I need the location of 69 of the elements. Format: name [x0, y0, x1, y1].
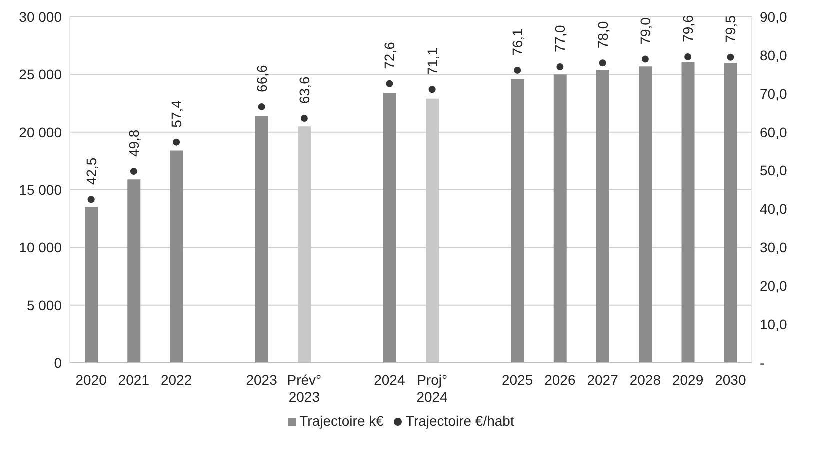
y2-tick-label: 50,0 — [760, 162, 788, 179]
x-tick-label: 2020 — [76, 372, 108, 388]
point — [599, 60, 606, 67]
x-tick-label: 2022 — [160, 372, 192, 388]
x-tick-label: 2030 — [715, 372, 746, 388]
bar — [639, 66, 652, 363]
y2-tick-label: 30,0 — [760, 240, 788, 256]
bar — [682, 62, 695, 363]
data-label: 79,0 — [637, 17, 654, 45]
data-label: 77,0 — [552, 25, 568, 52]
data-label: 72,6 — [382, 42, 398, 70]
legend-label: Trajectoire €/habt — [406, 413, 514, 429]
bar — [256, 116, 268, 363]
legend-label: Trajectoire k€ — [300, 413, 384, 429]
point — [258, 103, 266, 110]
point — [727, 54, 734, 61]
x-tick-label: 2029 — [672, 372, 704, 388]
y2-tick-label: 70,0 — [760, 86, 788, 102]
y-tick-label: 0 — [54, 354, 62, 371]
bar — [170, 150, 184, 363]
bar — [554, 74, 567, 363]
data-label: 66,6 — [254, 64, 270, 92]
bar — [724, 63, 738, 363]
data-label: 49,8 — [126, 130, 142, 158]
y2-tick-label: 90,0 — [760, 8, 788, 25]
point — [130, 168, 138, 176]
bar — [383, 93, 396, 363]
point — [428, 86, 436, 94]
bar — [511, 79, 524, 363]
point — [556, 63, 564, 70]
data-label: 42,5 — [83, 158, 100, 186]
x-tick-label: Prév° 2023 — [287, 372, 322, 405]
y-tick-label: 20 000 — [19, 124, 62, 140]
point — [88, 196, 95, 204]
x-tick-label: 2028 — [630, 372, 662, 388]
y2-tick-label: 40,0 — [760, 201, 788, 218]
x-tick-label: 2026 — [544, 372, 576, 388]
y-tick-label: 5 000 — [26, 297, 62, 314]
point — [642, 56, 649, 63]
x-tick-label: 2027 — [587, 372, 619, 388]
x-tick-label: 2021 — [118, 372, 150, 388]
y-tick-label: 25 000 — [19, 66, 62, 83]
point — [514, 66, 522, 74]
y2-tick-label: 20,0 — [760, 278, 788, 294]
x-tick-label: 2025 — [502, 372, 534, 388]
y2-tick-label: 60,0 — [760, 124, 788, 140]
data-label: 57,4 — [168, 100, 185, 128]
x-tick-label: Proj° 2024 — [416, 372, 448, 405]
y-tick-label: 30 000 — [19, 8, 62, 25]
y-tick-label: 15 000 — [19, 182, 62, 198]
y2-tick-label: - — [760, 354, 765, 371]
bar — [128, 180, 141, 363]
bar — [85, 207, 98, 363]
data-label: 76,1 — [510, 28, 526, 56]
bar — [596, 70, 610, 363]
data-label: 71,1 — [424, 48, 440, 76]
data-label: 79,6 — [680, 15, 696, 42]
data-label: 79,5 — [722, 15, 739, 43]
x-tick-label: 2023 — [246, 372, 278, 388]
point — [386, 80, 394, 88]
x-tick-label: 2024 — [374, 372, 406, 388]
point — [173, 138, 180, 146]
point — [684, 53, 692, 60]
data-label: 63,6 — [296, 76, 312, 104]
data-label: 78,0 — [594, 21, 611, 49]
y2-tick-label: 80,0 — [760, 47, 788, 64]
point — [300, 114, 308, 122]
y2-tick-label: 10,0 — [760, 316, 788, 333]
y-tick-label: 10 000 — [19, 240, 62, 256]
